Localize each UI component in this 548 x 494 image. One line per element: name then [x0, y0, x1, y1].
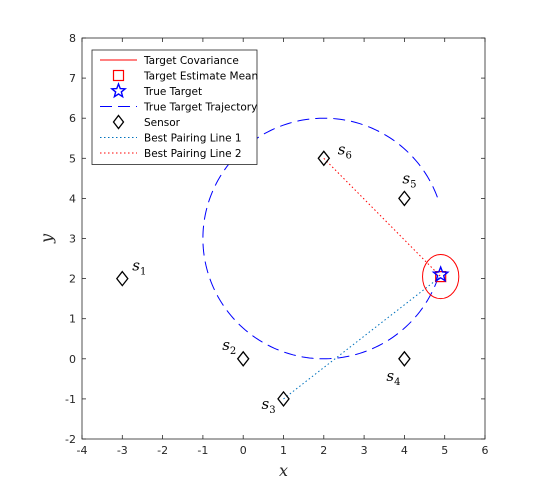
sensor-label: s1	[132, 257, 146, 278]
sensor-label-subscript: 5	[410, 179, 416, 190]
target-covariance-ellipse	[422, 254, 460, 300]
legend-label: True Target Trajectory	[143, 102, 257, 114]
x-tick-label: -4	[77, 444, 88, 457]
sensor-label-subscript: 2	[230, 346, 236, 357]
sensor-marker	[317, 150, 331, 167]
sensor-label-subscript: 1	[140, 267, 146, 278]
x-tick-label: 0	[240, 444, 247, 457]
x-tick-label: -2	[157, 444, 168, 457]
legend-label: Best Pairing Line 1	[144, 133, 242, 145]
y-tick-label: -1	[65, 393, 76, 406]
sensor-marker	[277, 390, 290, 407]
y-tick-label: 8	[69, 32, 76, 45]
legend-swatch-sensor	[112, 114, 125, 130]
legend-entry: Target Covariance	[100, 55, 239, 67]
legend-entry: Target Estimate Mean	[112, 69, 258, 83]
y-tick-label: 1	[69, 313, 76, 326]
best-pairing-line-1	[283, 276, 441, 400]
legend-swatch-true-target	[109, 82, 128, 99]
sensor-marker	[236, 350, 250, 367]
x-tick-label: 4	[401, 444, 408, 457]
legend-label: Sensor	[144, 117, 181, 129]
legend-label: Best Pairing Line 2	[144, 148, 242, 160]
x-tick-label: 5	[441, 444, 448, 457]
y-tick-label: 3	[69, 233, 76, 246]
sensor-label: s4	[386, 367, 400, 388]
y-tick-label: 4	[69, 192, 76, 205]
x-tick-label: 3	[361, 444, 368, 457]
y-tick-label: 0	[69, 353, 76, 366]
legend-entry: Best Pairing Line 2	[100, 148, 242, 160]
y-tick-label: 2	[69, 273, 76, 286]
sensor-label: s2	[222, 336, 236, 357]
legend-entry: Sensor	[112, 114, 181, 130]
legend-swatch-estimate	[112, 69, 125, 82]
x-tick-label: 2	[320, 444, 327, 457]
true-target-trajectory	[202, 117, 438, 360]
axes: -4 -3 -2 -1 0 1 2 3 4 5 6 -2 -1 0 1 2 3 4 5 6 7 8 x y	[37, 32, 489, 480]
legend-entry: True Target Trajectory	[100, 102, 257, 114]
best-pairing-line-2	[323, 157, 442, 277]
true-target-star	[431, 265, 450, 283]
x-tick-label: 1	[280, 444, 287, 457]
y-tick-label: 5	[69, 152, 76, 165]
sensor-label-subscript: 3	[269, 405, 275, 416]
legend-label: True Target	[143, 86, 202, 98]
y-tick-label: 7	[69, 72, 76, 85]
x-tick-label: 6	[482, 444, 489, 457]
x-tick-label: -3	[117, 444, 128, 457]
legend-box	[91, 49, 258, 165]
legend: Target Covariance Target Estimate Mean Tru…	[91, 49, 258, 165]
x-tick-label: -1	[197, 444, 208, 457]
sensor-label: s6	[338, 140, 352, 161]
sensor-label-subscript: 4	[394, 377, 400, 388]
sensor-marker	[115, 270, 129, 287]
legend-entry: Best Pairing Line 1	[100, 133, 242, 145]
y-tick-label: -2	[65, 433, 76, 446]
sensor-marker	[398, 190, 411, 207]
sensor-label: s5	[402, 169, 416, 190]
x-axis-label: x	[279, 461, 288, 480]
sensor-label: s3	[262, 395, 276, 416]
legend-label: Target Covariance	[143, 55, 239, 67]
y-axis-label: y	[37, 233, 56, 244]
y-tick-label: 6	[69, 112, 76, 125]
target-estimate-mean	[435, 270, 447, 283]
sensor-label-subscript: 6	[346, 150, 352, 161]
sensor-marker	[398, 350, 411, 367]
legend-label: Target Estimate Mean	[143, 71, 258, 83]
legend-entry: True Target	[109, 82, 202, 99]
